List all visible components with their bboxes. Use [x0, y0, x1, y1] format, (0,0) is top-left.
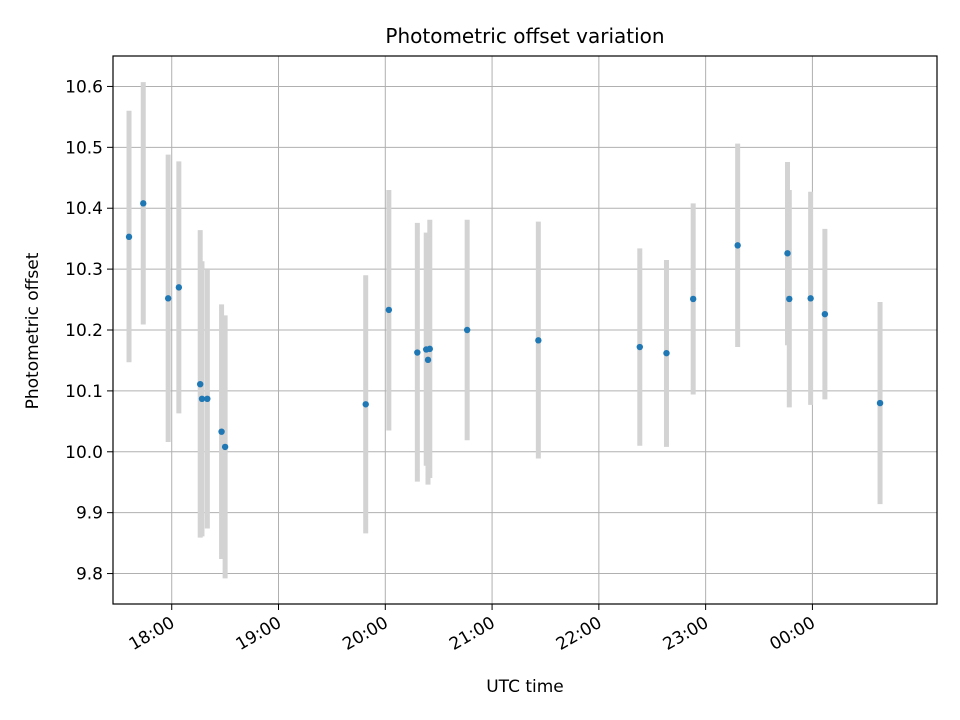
x-tick-label: 18:00	[126, 613, 178, 655]
data-point	[786, 295, 793, 303]
y-tick-label: 10.1	[65, 382, 103, 402]
data-point	[221, 443, 229, 451]
data-point	[876, 399, 884, 407]
data-point	[385, 306, 393, 314]
y-tick-label: 9.8	[76, 565, 103, 585]
data-point	[198, 395, 206, 403]
y-tick-label: 10.2	[65, 321, 103, 341]
y-tick-label: 9.9	[76, 504, 103, 524]
data-point	[140, 200, 147, 207]
data-point	[821, 310, 829, 318]
data-point	[463, 326, 471, 334]
chart-title: Photometric offset variation	[385, 24, 664, 48]
x-axis-label: UTC time	[486, 677, 564, 697]
data-point	[164, 295, 172, 302]
data-point	[663, 349, 670, 357]
x-tick-label: 23:00	[660, 613, 712, 655]
y-tick-label: 10.0	[65, 443, 103, 463]
y-tick-label: 10.3	[65, 260, 103, 280]
x-tick-label: 22:00	[553, 613, 605, 655]
grid	[113, 56, 937, 604]
data-point	[807, 295, 814, 302]
data-point	[426, 345, 433, 353]
data-point	[175, 284, 183, 291]
data-point	[204, 395, 211, 403]
y-axis-label: Photometric offset	[23, 252, 43, 409]
data-point	[636, 343, 643, 351]
x-tick-label: 00:00	[766, 613, 818, 655]
y-tick-label: 10.5	[65, 138, 103, 158]
data-point	[414, 349, 421, 356]
data-point	[689, 295, 697, 303]
x-tick-label: 20:00	[339, 613, 391, 655]
y-tick-label: 10.4	[65, 199, 103, 219]
data-point	[218, 428, 225, 435]
x-tick-label: 21:00	[446, 613, 498, 655]
x-tick-label: 19:00	[233, 613, 285, 655]
data-point	[197, 380, 204, 388]
y-axis-ticks: 9.8 9.9 10.0 10.1 10.2 10.3 10.4 10.5 10.6	[65, 77, 113, 585]
data-point	[362, 401, 369, 408]
data-point	[734, 242, 741, 249]
x-axis-ticks: 18:00 19:00 20:00 21:00 22:00 23:00 00:00	[126, 604, 819, 655]
y-tick-label: 10.6	[65, 77, 103, 97]
data-points	[125, 200, 884, 451]
data-point	[535, 337, 542, 344]
data-point	[424, 356, 432, 364]
data-point	[125, 233, 133, 241]
data-point	[784, 250, 791, 257]
